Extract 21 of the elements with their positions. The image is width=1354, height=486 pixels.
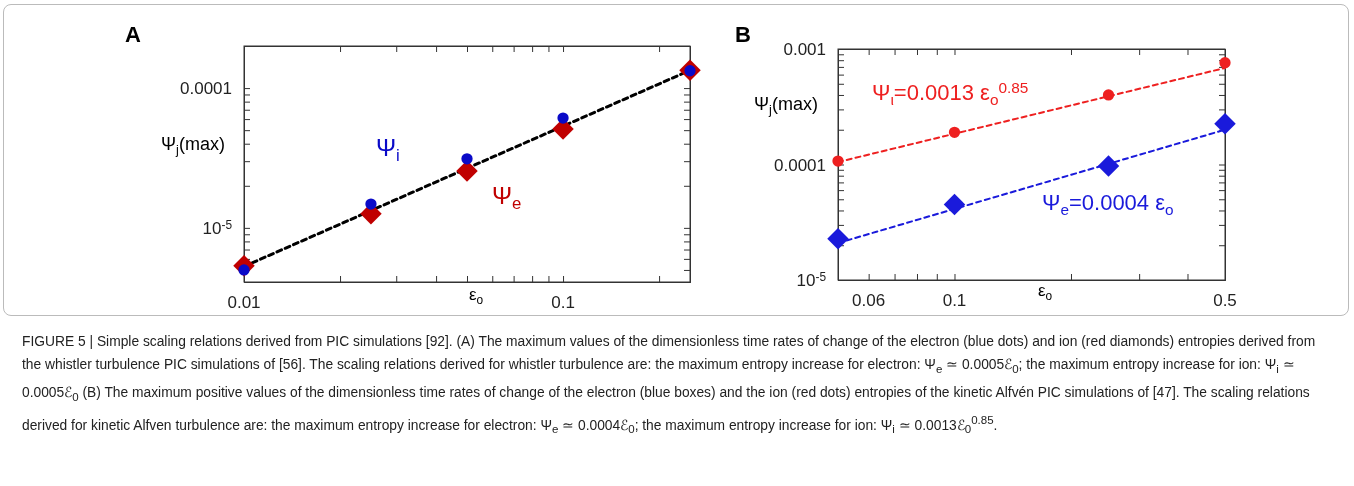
y-axis-title: Ψ$_{j}$(max) (754, 94, 818, 117)
chart-title: A (125, 22, 141, 47)
text: FIGURE 5 | Simple scaling relations derived from PIC simulations [92]. (A) The maximum values of the dimensionless time rates of change of the electron (blue dots) and ion (red diamonds) entropies derived from the whistler turbulence PIC simulations of [56]. The scaling relations derived for whistler turbulence are: the maximum entropy increase for electron: Ψ$_{e}$ ≃ 0.0005ℰ$_{0}$; the maximum entropy increase for ion: Ψ$_{i}$ ≃ 0.0005ℰ$_{0}$ (B) The maximum positive values of the dimensionless time rates of change of the electron (blue boxes) and the ion (red dots) entropies of the kinetic Alfvén PIC simulations of [47]. The scaling relations derived for kinetic Alfven turbulence are: the maximum entropy increase for electron: Ψ$_{e}$ ≃ 0.0004ℰ$_{0}$; the maximum entropy increase for ion: Ψ$_{i}$ ≃ 0.0013ℰ$_{0}$$^{0.85}$. (22, 334, 1316, 435)
series-label: Ψ$_{e}$ (492, 182, 522, 214)
x-axis-title: ε$_{o}$ (468, 285, 484, 307)
x-tick-label: 0.01 (227, 293, 261, 312)
y-tick-label: 10$^{-5}$ (796, 269, 827, 290)
chart-title: B (735, 22, 751, 47)
x-axis-title: ε$_{o}$ (1037, 281, 1053, 303)
y-tick-label: 0.0001 (774, 155, 826, 175)
y-tick-label: 10$^{-5}$ (202, 217, 233, 238)
x-tick-label: 0.1 (551, 293, 575, 312)
x-tick-label: 0.06 (852, 291, 886, 310)
y-tick-label: 0.0001 (180, 79, 232, 99)
x-tick-label: 0.5 (1213, 291, 1237, 310)
y-tick-label: 0.001 (783, 40, 826, 59)
series-label: Ψ$_{e}$=0.0004 ε$_{o}$ (1042, 190, 1174, 218)
y-axis-title: Ψ$_{j}$(max) (161, 134, 225, 157)
x-tick-label: 0.1 (942, 291, 967, 310)
point (461, 153, 473, 165)
series-label: Ψ$_{i}$ (376, 134, 400, 166)
